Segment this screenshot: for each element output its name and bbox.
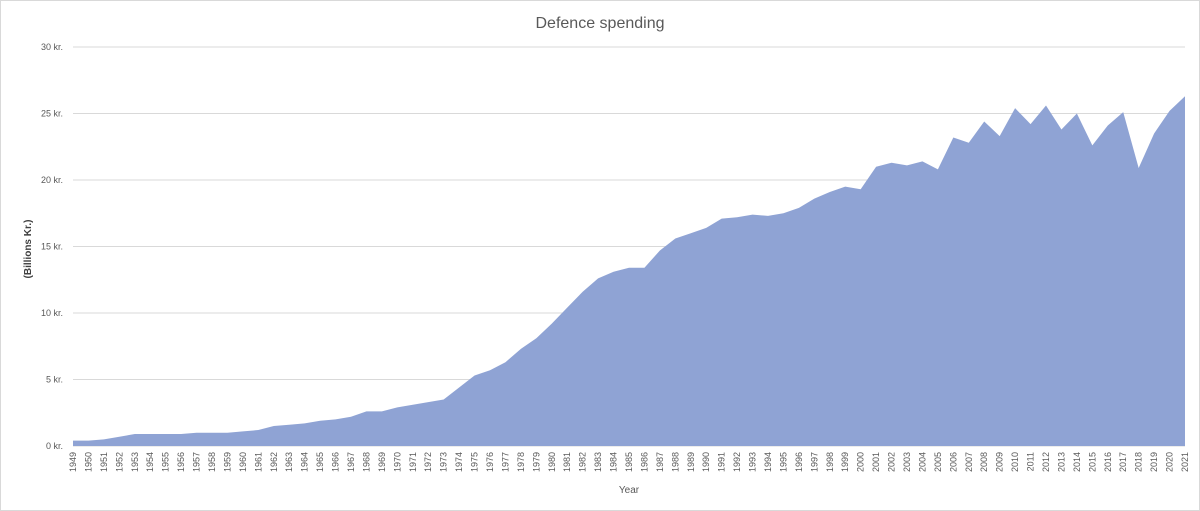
x-tick-label: 1996 bbox=[794, 452, 804, 472]
y-tick-label: 25 kr. bbox=[41, 109, 63, 119]
chart-title: Defence spending bbox=[536, 15, 665, 32]
x-tick-label: 1974 bbox=[454, 452, 464, 472]
x-tick-label: 2019 bbox=[1149, 452, 1159, 472]
x-tick-label: 1973 bbox=[439, 452, 449, 472]
x-tick-label: 1993 bbox=[748, 452, 758, 472]
y-tick-label: 15 kr. bbox=[41, 242, 63, 252]
x-tick-label: 1959 bbox=[222, 452, 232, 472]
x-axis-ticks: 1949 1950 1951 1952 1953 1954 1955 1956 1957 1958… bbox=[68, 452, 1190, 472]
x-tick-label: 1983 bbox=[593, 452, 603, 472]
x-tick-label: 1981 bbox=[562, 452, 572, 472]
x-tick-label: 2017 bbox=[1118, 452, 1128, 472]
x-tick-label: 2001 bbox=[871, 452, 881, 472]
x-tick-label: 1982 bbox=[578, 452, 588, 472]
x-tick-label: 1950 bbox=[83, 452, 93, 472]
x-tick-label: 2018 bbox=[1134, 452, 1144, 472]
x-tick-label: 1969 bbox=[377, 452, 387, 472]
x-tick-label: 2014 bbox=[1072, 452, 1082, 472]
x-tick-label: 2011 bbox=[1026, 452, 1036, 471]
x-tick-label: 1984 bbox=[609, 452, 619, 472]
x-tick-label: 1985 bbox=[624, 452, 634, 472]
y-axis-ticks: 0 kr. 5 kr. 10 kr. 15 kr. 20 kr. 25 kr. 30 kr. bbox=[41, 42, 63, 451]
y-axis-title: (Billions Kr.) bbox=[23, 220, 34, 279]
y-tick-label: 30 kr. bbox=[41, 42, 63, 52]
x-tick-label: 1972 bbox=[423, 452, 433, 472]
x-tick-label: 1958 bbox=[207, 452, 217, 472]
x-tick-label: 1999 bbox=[840, 452, 850, 472]
x-tick-label: 1968 bbox=[361, 452, 371, 472]
x-tick-label: 2005 bbox=[933, 452, 943, 472]
x-tick-label: 2016 bbox=[1103, 452, 1113, 472]
x-tick-label: 2002 bbox=[887, 452, 897, 472]
x-tick-label: 2015 bbox=[1087, 452, 1097, 472]
x-tick-label: 1992 bbox=[732, 452, 742, 472]
x-tick-label: 1956 bbox=[176, 452, 186, 472]
x-tick-label: 2007 bbox=[964, 452, 974, 472]
x-tick-label: 1952 bbox=[114, 452, 124, 472]
x-tick-label: 1965 bbox=[315, 452, 325, 472]
x-tick-label: 2012 bbox=[1041, 452, 1051, 472]
x-tick-label: 1994 bbox=[763, 452, 773, 472]
y-tick-label: 0 kr. bbox=[46, 441, 63, 451]
x-tick-label: 1970 bbox=[392, 452, 402, 472]
x-tick-label: 1997 bbox=[809, 452, 819, 472]
x-tick-label: 2013 bbox=[1056, 452, 1066, 472]
x-tick-label: 1990 bbox=[701, 452, 711, 472]
x-tick-label: 2000 bbox=[856, 452, 866, 472]
x-tick-label: 1975 bbox=[470, 452, 480, 472]
x-tick-label: 1995 bbox=[778, 452, 788, 472]
x-tick-label: 2020 bbox=[1165, 452, 1175, 472]
x-tick-label: 1962 bbox=[269, 452, 279, 472]
x-tick-label: 1979 bbox=[531, 452, 541, 472]
y-tick-label: 5 kr. bbox=[46, 375, 63, 385]
x-tick-label: 2008 bbox=[979, 452, 989, 472]
x-tick-label: 1967 bbox=[346, 452, 356, 472]
y-tick-label: 20 kr. bbox=[41, 175, 63, 185]
x-tick-label: 1977 bbox=[500, 452, 510, 472]
x-tick-label: 1980 bbox=[547, 452, 557, 472]
x-tick-label: 1978 bbox=[516, 452, 526, 472]
x-tick-label: 2006 bbox=[948, 452, 958, 472]
x-tick-label: 1949 bbox=[68, 452, 78, 472]
x-tick-label: 2021 bbox=[1180, 452, 1190, 472]
x-axis-title: Year bbox=[619, 485, 640, 496]
x-tick-label: 1966 bbox=[331, 452, 341, 472]
x-tick-label: 1960 bbox=[238, 452, 248, 472]
x-tick-label: 1957 bbox=[192, 452, 202, 472]
y-tick-label: 10 kr. bbox=[41, 308, 63, 318]
x-tick-label: 1953 bbox=[130, 452, 140, 472]
x-tick-label: 2009 bbox=[995, 452, 1005, 472]
x-tick-label: 1955 bbox=[161, 452, 171, 472]
x-tick-label: 1991 bbox=[717, 452, 727, 472]
x-tick-label: 1961 bbox=[253, 452, 263, 472]
x-tick-label: 2004 bbox=[917, 452, 927, 472]
x-tick-label: 1989 bbox=[686, 452, 696, 472]
x-tick-label: 1976 bbox=[485, 452, 495, 472]
x-tick-label: 1963 bbox=[284, 452, 294, 472]
x-tick-label: 1951 bbox=[99, 452, 109, 472]
x-tick-label: 1986 bbox=[639, 452, 649, 472]
x-tick-label: 1998 bbox=[825, 452, 835, 472]
x-tick-label: 2003 bbox=[902, 452, 912, 472]
x-tick-label: 1954 bbox=[145, 452, 155, 472]
x-tick-label: 1988 bbox=[670, 452, 680, 472]
spending-area bbox=[73, 96, 1185, 447]
x-tick-label: 1987 bbox=[655, 452, 665, 472]
x-tick-label: 2010 bbox=[1010, 452, 1020, 472]
x-tick-label: 1964 bbox=[300, 452, 310, 472]
x-tick-label: 1971 bbox=[408, 452, 418, 472]
